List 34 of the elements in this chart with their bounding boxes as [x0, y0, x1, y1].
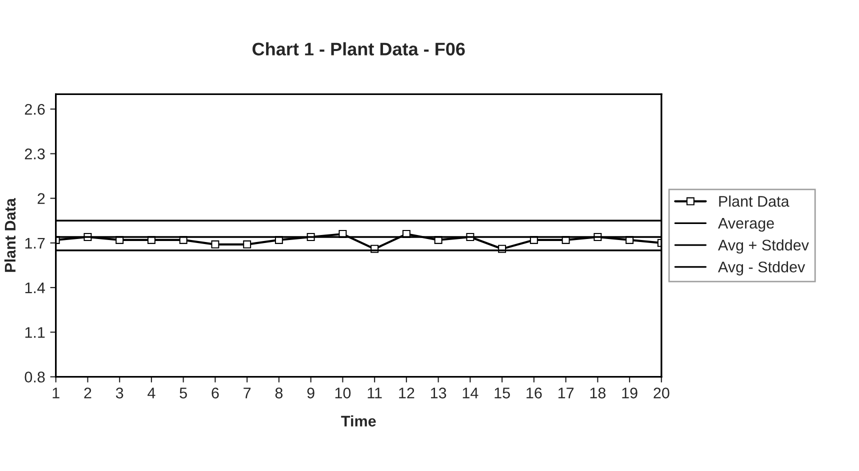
- x-tick-label: 20: [654, 388, 670, 398]
- y-tick-label: 1.1: [25, 327, 45, 338]
- x-tick-label: 1: [52, 388, 60, 398]
- legend-label: Avg - Stddev: [718, 261, 806, 276]
- x-tick-label: 4: [148, 388, 156, 398]
- x-tick-label: 12: [399, 388, 414, 398]
- y-tick-label: 2: [38, 193, 45, 204]
- chart-title: Chart 1 - Plant Data - F06: [252, 42, 465, 56]
- legend-label: Plant Data: [719, 196, 790, 207]
- x-tick-label: 2: [84, 388, 92, 398]
- x-tick-label: 5: [180, 388, 187, 398]
- x-tick-label: 9: [307, 388, 314, 398]
- y-tick-label: 2.6: [24, 104, 45, 115]
- x-tick-label: 17: [558, 388, 574, 398]
- x-axis-title: Time: [341, 415, 376, 427]
- y-tick-label: 2.3: [24, 148, 45, 160]
- legend-label: Average: [718, 218, 774, 232]
- x-tick-label: 11: [368, 388, 382, 398]
- y-tick-label: 1.4: [25, 282, 45, 294]
- x-tick-label: 15: [494, 388, 510, 398]
- x-tick-label: 10: [335, 388, 351, 398]
- x-tick-label: 13: [430, 388, 446, 398]
- x-tick-label: 14: [462, 388, 478, 398]
- x-tick-label: 8: [275, 388, 283, 398]
- y-tick-label: 0.8: [24, 372, 45, 382]
- y-axis-title: Plant Data: [4, 198, 16, 272]
- y-tick-label: 1.7: [25, 238, 45, 248]
- x-tick-label: 6: [212, 388, 219, 398]
- x-tick-label: 7: [244, 388, 251, 398]
- legend-label: Avg + Stddev: [718, 239, 809, 254]
- x-tick-label: 3: [116, 388, 124, 398]
- x-tick-label: 19: [622, 388, 638, 398]
- x-tick-label: 16: [526, 388, 542, 398]
- x-tick-label: 18: [590, 388, 606, 398]
